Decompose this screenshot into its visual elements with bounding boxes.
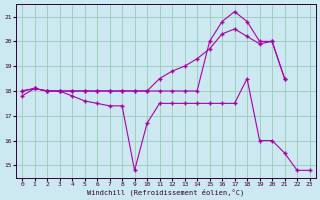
X-axis label: Windchill (Refroidissement éolien,°C): Windchill (Refroidissement éolien,°C) [87, 188, 244, 196]
